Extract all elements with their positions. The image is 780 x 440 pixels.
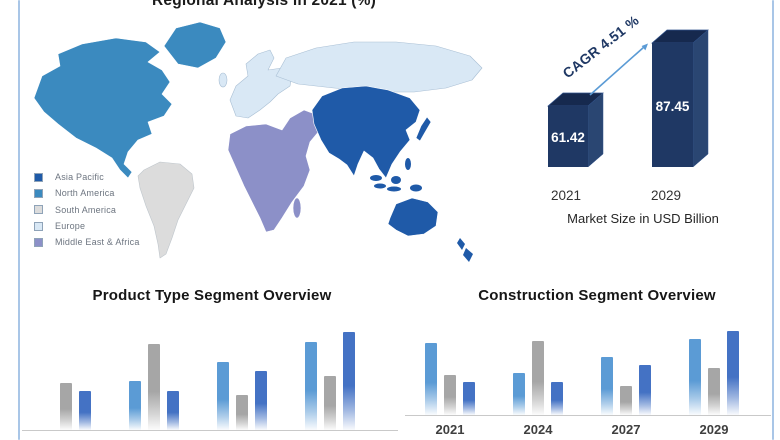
legend-swatch: [34, 237, 43, 247]
x-axis-label-2024: 2024: [523, 422, 553, 437]
frame-border-left: [18, 0, 20, 440]
bar-light-blue-group2: [129, 381, 141, 430]
bar-3d-2021: [547, 92, 604, 168]
map-region-greenland: [163, 21, 227, 69]
x-axis-label-2029: 2029: [699, 422, 729, 437]
bar-year-2021: 2021: [550, 188, 582, 203]
bar-blue-group4: [727, 331, 739, 415]
construction-axis-line: [405, 415, 771, 416]
legend-item-middle-east-africa: Middle East & Africa: [34, 234, 140, 250]
market-size-chart: CAGR 4.51 % 61.42 87.45 2021 2029 Market…: [520, 10, 780, 240]
map-region-north-america: [33, 37, 173, 179]
legend-label: Asia Pacific: [55, 172, 104, 183]
bar-gray-group3: [236, 395, 248, 430]
bar-blue-group1: [79, 391, 91, 430]
bar-blue-group3: [639, 365, 651, 415]
bar-year-2029: 2029: [650, 188, 682, 203]
bar-light-blue-group3: [601, 357, 613, 415]
legend-label: North America: [55, 188, 115, 199]
map-region-japan: [415, 116, 432, 142]
world-map: [33, 21, 483, 262]
bar-blue-group2: [167, 391, 179, 430]
legend-item-asia-pacific: Asia Pacific: [34, 169, 140, 185]
product-type-chart: [22, 318, 400, 430]
map-legend: Asia Pacific North America South America Eu…: [34, 169, 140, 250]
map-region-new-zealand-south: [463, 248, 473, 262]
map-region-new-zealand-north: [457, 238, 465, 250]
legend-swatch: [34, 221, 43, 231]
market-size-caption: Market Size in USD Billion: [567, 211, 719, 226]
bar-value-2029: 87.45: [655, 99, 690, 114]
legend-label: South America: [55, 204, 117, 215]
legend-swatch: [34, 188, 43, 198]
bar-blue-group1: [463, 382, 475, 415]
legend-item-europe: Europe: [34, 218, 140, 234]
map-region-new-guinea: [410, 184, 422, 192]
legend-item-north-america: North America: [34, 185, 140, 201]
map-region-indonesia-2: [387, 186, 401, 192]
product-type-axis-line: [22, 430, 398, 431]
bar-gray-group4: [708, 368, 720, 415]
legend-swatch: [34, 205, 43, 215]
map-region-russia: [275, 41, 483, 93]
frame-border-right: [772, 0, 774, 440]
bar-blue-group4: [343, 332, 355, 430]
bar-light-blue-group1: [425, 343, 437, 415]
bar-light-blue-group2: [513, 373, 525, 415]
cagr-arrow-icon: [589, 43, 648, 96]
x-axis-label-2021: 2021: [435, 422, 465, 437]
map-region-indonesia-1: [374, 183, 386, 189]
x-axis-label-2027: 2027: [611, 422, 641, 437]
bar-gray-group2: [148, 344, 160, 430]
product-type-title: Product Type Segment Overview: [92, 287, 332, 304]
bar-gray-group1: [60, 383, 72, 430]
map-region-europe: [229, 49, 293, 119]
map-region-sumatra: [370, 175, 382, 181]
bar-light-blue-group4: [689, 339, 701, 415]
legend-item-south-america: South America: [34, 202, 140, 218]
construction-x-axis: 2021 2024 2027 2029: [405, 422, 771, 438]
bar-gray-group3: [620, 386, 632, 415]
map-region-uk: [218, 72, 228, 88]
legend-label: Middle East & Africa: [55, 237, 140, 248]
construction-chart: [405, 318, 771, 415]
bar-value-2021: 61.42: [551, 130, 585, 145]
map-region-middle-east-africa: [227, 109, 321, 233]
bar-gray-group1: [444, 375, 456, 415]
bar-blue-group3: [255, 371, 267, 430]
bar-gray-group4: [324, 376, 336, 430]
map-region-philippines: [405, 158, 411, 170]
map-region-borneo: [391, 176, 401, 184]
bar-gray-group2: [532, 341, 544, 415]
legend-swatch: [34, 172, 43, 182]
map-region-south-america: [137, 161, 195, 259]
map-region-asia: [311, 85, 421, 179]
bar-light-blue-group4: [305, 342, 317, 430]
map-region-madagascar: [292, 197, 302, 219]
bar-blue-group2: [551, 382, 563, 415]
bar-light-blue-group3: [217, 362, 229, 430]
market-size-bars-svg: [547, 29, 709, 168]
regional-analysis-title: Regional Analysis in 2021 (%): [151, 0, 377, 9]
construction-title: Construction Segment Overview: [478, 287, 716, 304]
bar-3d-2029: [651, 29, 709, 168]
legend-label: Europe: [55, 221, 86, 232]
map-region-australia: [387, 197, 439, 237]
